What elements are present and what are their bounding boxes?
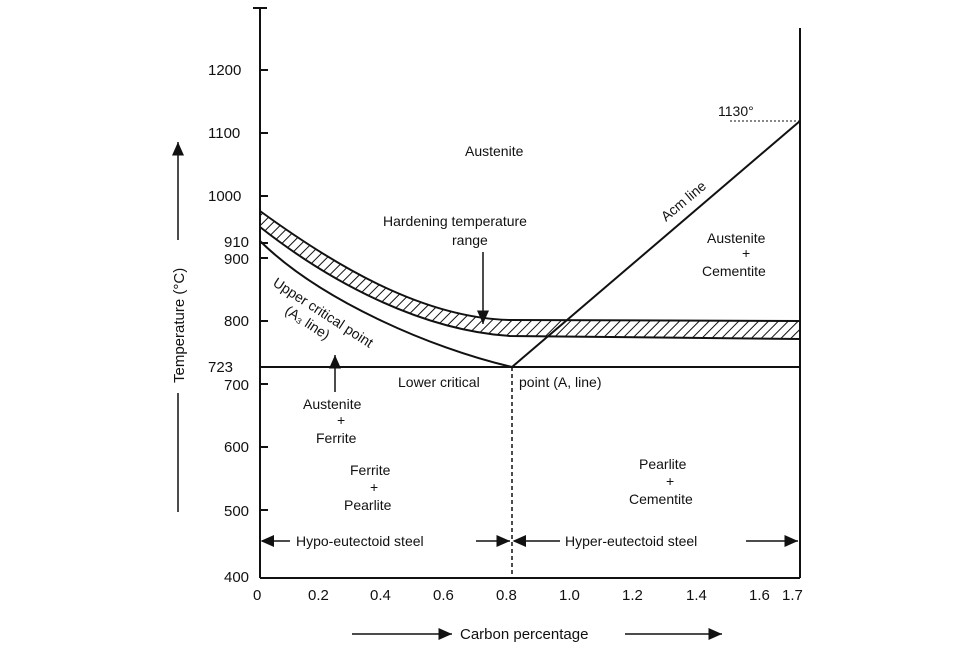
label-austenite-cementite-3: Cementite: [702, 263, 766, 279]
x-tick-label-1.2: 1.2: [622, 587, 643, 604]
x-axis-title: Carbon percentage: [460, 626, 588, 643]
y-tick-label-1000: 1000: [208, 188, 241, 205]
label-acm-line: Acm line: [658, 177, 710, 224]
label-austenite: Austenite: [465, 143, 524, 159]
hardening-band: [259, 209, 801, 341]
a3-line: [259, 240, 513, 368]
y-tick-label-1200: 1200: [208, 62, 241, 79]
y-tick-label-723: 723: [208, 359, 233, 376]
label-ferrite-pearlite-3: Pearlite: [344, 497, 392, 513]
hyper-label-bg: [560, 532, 746, 550]
y-ticks: [260, 69, 268, 511]
y-tick-label-910: 910: [224, 234, 249, 251]
label-hardening-2: range: [452, 232, 488, 248]
label-pearlite-cementite-3: Cementite: [629, 491, 693, 507]
label-hardening-1: Hardening temperature: [383, 213, 527, 229]
label-hypo: Hypo-eutectoid steel: [296, 533, 424, 549]
x-tick-label-1.4: 1.4: [686, 587, 707, 604]
label-1130: 1130°: [718, 103, 754, 119]
label-austenite-ferrite-1: Austenite: [303, 396, 362, 412]
label-pearlite-cementite-1: Pearlite: [639, 456, 687, 472]
acm-line: [511, 120, 801, 368]
label-austenite-cementite-1: Austenite: [707, 230, 766, 246]
x-tick-label-0.8: 0.8: [496, 587, 517, 604]
label-pearlite-cementite-2: +: [666, 473, 674, 489]
x-tick-label-1.6: 1.6: [749, 587, 770, 604]
y-axis-title: Temperature (°C): [171, 268, 188, 383]
label-ferrite-pearlite-1: Ferrite: [350, 462, 391, 478]
y-tick-label-1100: 1100: [208, 125, 240, 142]
label-hyper: Hyper-eutectoid steel: [565, 533, 697, 549]
y-tick-label-500: 500: [224, 503, 249, 520]
label-austenite-cementite-2: +: [742, 245, 750, 261]
label-austenite-ferrite-3: Ferrite: [316, 430, 357, 446]
hypo-label-bg: [290, 532, 476, 550]
y-tick-label-900: 900: [224, 251, 249, 268]
x-tick-label-0.4: 0.4: [370, 587, 391, 604]
x-tick-label-0: 0: [253, 587, 261, 604]
y-tick-label-600: 600: [224, 439, 249, 456]
x-tick-label-0.6: 0.6: [433, 587, 454, 604]
x-tick-label-1.7: 1.7: [782, 587, 803, 604]
x-tick-label-1.0: 1.0: [559, 587, 580, 604]
label-lower-critical-right: point (A, line): [519, 374, 601, 390]
y-tick-label-800: 800: [224, 313, 249, 330]
label-austenite-ferrite-2: +: [337, 412, 345, 428]
x-tick-label-0.2: 0.2: [308, 587, 329, 604]
y-tick-label-700: 700: [224, 377, 249, 394]
y-tick-label-400: 400: [224, 569, 249, 586]
label-lower-critical-left: Lower critical: [398, 374, 480, 390]
label-ferrite-pearlite-2: +: [370, 479, 378, 495]
